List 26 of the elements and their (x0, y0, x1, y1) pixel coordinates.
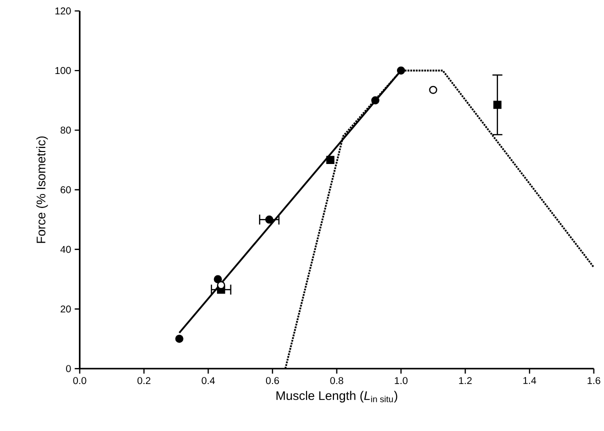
point (214, 274, 222, 284)
y-tick-label: 20 (60, 305, 71, 312)
x-tick-label: 0.0 (73, 376, 86, 384)
point (371, 96, 380, 104)
x-tick-label: 0.4 (202, 376, 215, 384)
point (493, 100, 502, 109)
point (396, 66, 406, 74)
y-tick-label: 120 (55, 7, 71, 14)
y-tick-label: 0 (66, 364, 71, 372)
x-tick-label: 1.6 (588, 376, 600, 384)
point (326, 156, 334, 164)
x-tick-label: 0.2 (137, 376, 150, 384)
y-tick-label: 80 (60, 126, 71, 134)
x-tick-label: 0.8 (330, 376, 344, 384)
point (429, 86, 438, 94)
y-axis-title: Force (% Isometric) (36, 136, 48, 243)
x-tick-label: 0.6 (266, 376, 279, 384)
y-tick-label: 100 (55, 66, 71, 74)
x-tick-label: 1.0 (394, 376, 408, 384)
y-tick-label: 60 (60, 186, 71, 194)
x-tick-label: 1.4 (523, 376, 536, 384)
point (265, 215, 274, 224)
x-tick-label: 1.2 (459, 376, 472, 384)
point (175, 334, 184, 343)
x-axis-title: $\text{Muscle Length (}\textit{L}_{\text{in situ}}\text{)}$ (276, 390, 398, 402)
y-tick-label: 40 (60, 246, 71, 253)
